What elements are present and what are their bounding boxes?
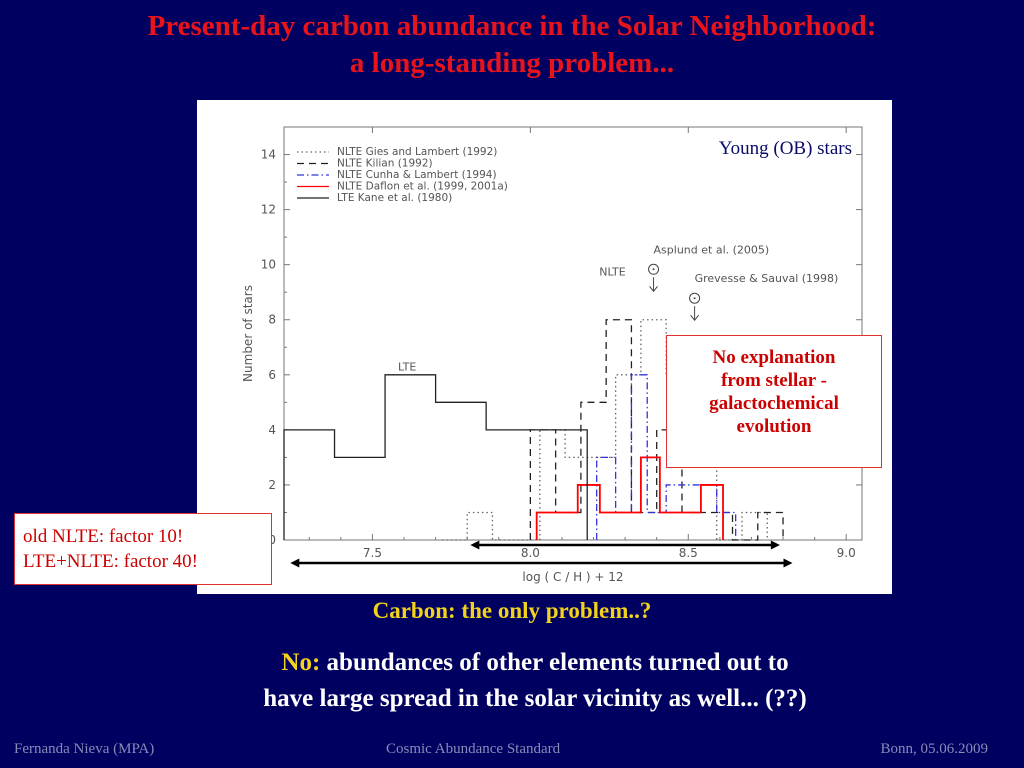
slide-title-line2: a long-standing problem... [349,47,675,79]
lte-annotation: LTE [398,361,416,374]
factor-line: LTE+NLTE: factor 40! [23,551,198,572]
young-stars-label: Young (OB) stars [718,138,852,159]
range-arrow-head-left [290,558,300,568]
footer-date: Bonn, 05.06.2009 [880,741,988,757]
x-tick-label: 8.5 [679,546,698,560]
body-prefix: No: [281,649,321,676]
slide-title: Present-day carbon abundance in the Sola… [0,8,1024,82]
legend-label: NLTE Daflon et al. (1999, 2001a) [337,181,508,193]
y-tick-label: 6 [268,368,276,382]
explanation-line: galactochemical [709,393,839,414]
y-tick-label: 4 [268,423,276,437]
x-tick-label: 7.5 [363,546,382,560]
y-axis-label: Number of stars [241,285,255,382]
explanation-line: No explanation [712,347,836,368]
nlte-annotation: NLTE [599,266,626,279]
histogram-series-1 [529,319,784,541]
range-arrow-head-right [783,558,793,568]
y-tick-label: 0 [268,533,276,547]
footer-title: Cosmic Abundance Standard [386,741,561,757]
y-tick-label: 10 [261,258,276,272]
sun-symbol-dot [652,268,655,271]
histogram-series-4 [283,374,588,540]
legend-label: LTE Kane et al. (1980) [337,192,452,204]
y-tick-label: 2 [268,478,276,492]
explanation-line: evolution [736,416,812,437]
x-axis-label: log ( C / H ) + 12 [522,570,623,584]
histogram-chart: 0 2 4 6 8 10 12 14 7.5 8.0 8.5 9.0 log ( C / H ) + 1… [241,126,863,584]
y-tick-label: 14 [261,148,276,162]
y-tick-label: 12 [261,203,276,217]
sun-symbol-icon [648,263,660,275]
solar-reference-label: Asplund et al. (2005) [654,243,770,256]
range-arrow-head-right [770,540,780,550]
body-line1-text: abundances of other elements turned out … [320,649,789,676]
slide-title-line1: Present-day carbon abundance in the Sola… [147,10,877,42]
body-line2: have large spread in the solar vicinity … [263,685,807,712]
subtitle: Carbon: the only problem..? [372,598,652,623]
legend-label: NLTE Cunha & Lambert (1994) [337,169,497,181]
range-arrow-head-left [470,540,480,550]
solar-reference-label: Grevesse & Sauval (1998) [695,272,839,285]
sun-symbol-dot [693,297,696,300]
legend-label: NLTE Kilian (1992) [337,158,433,170]
x-tick-label: 8.0 [521,546,540,560]
down-arrow-head-icon [690,314,699,322]
down-arrow-head-icon [649,285,658,293]
sun-symbol-icon [689,292,701,304]
factor-box: old NLTE: factor 10! LTE+NLTE: factor 40… [14,513,272,585]
histogram-series-3 [535,456,724,540]
legend-label: NLTE Gies and Lambert (1992) [337,146,497,158]
footer-author: Fernanda Nieva (MPA) [14,741,155,757]
explanation-line: from stellar - [721,370,827,391]
plot-frame [283,126,863,541]
body-line1: No: abundances of other elements turned … [0,645,1024,681]
y-tick-label: 8 [268,313,276,327]
x-tick-label: 9.0 [837,546,856,560]
factor-line: old NLTE: factor 10! [23,526,184,547]
explanation-box: No explanation from stellar - galactoche… [666,335,882,468]
body-text: No: abundances of other elements turned … [0,645,1024,717]
